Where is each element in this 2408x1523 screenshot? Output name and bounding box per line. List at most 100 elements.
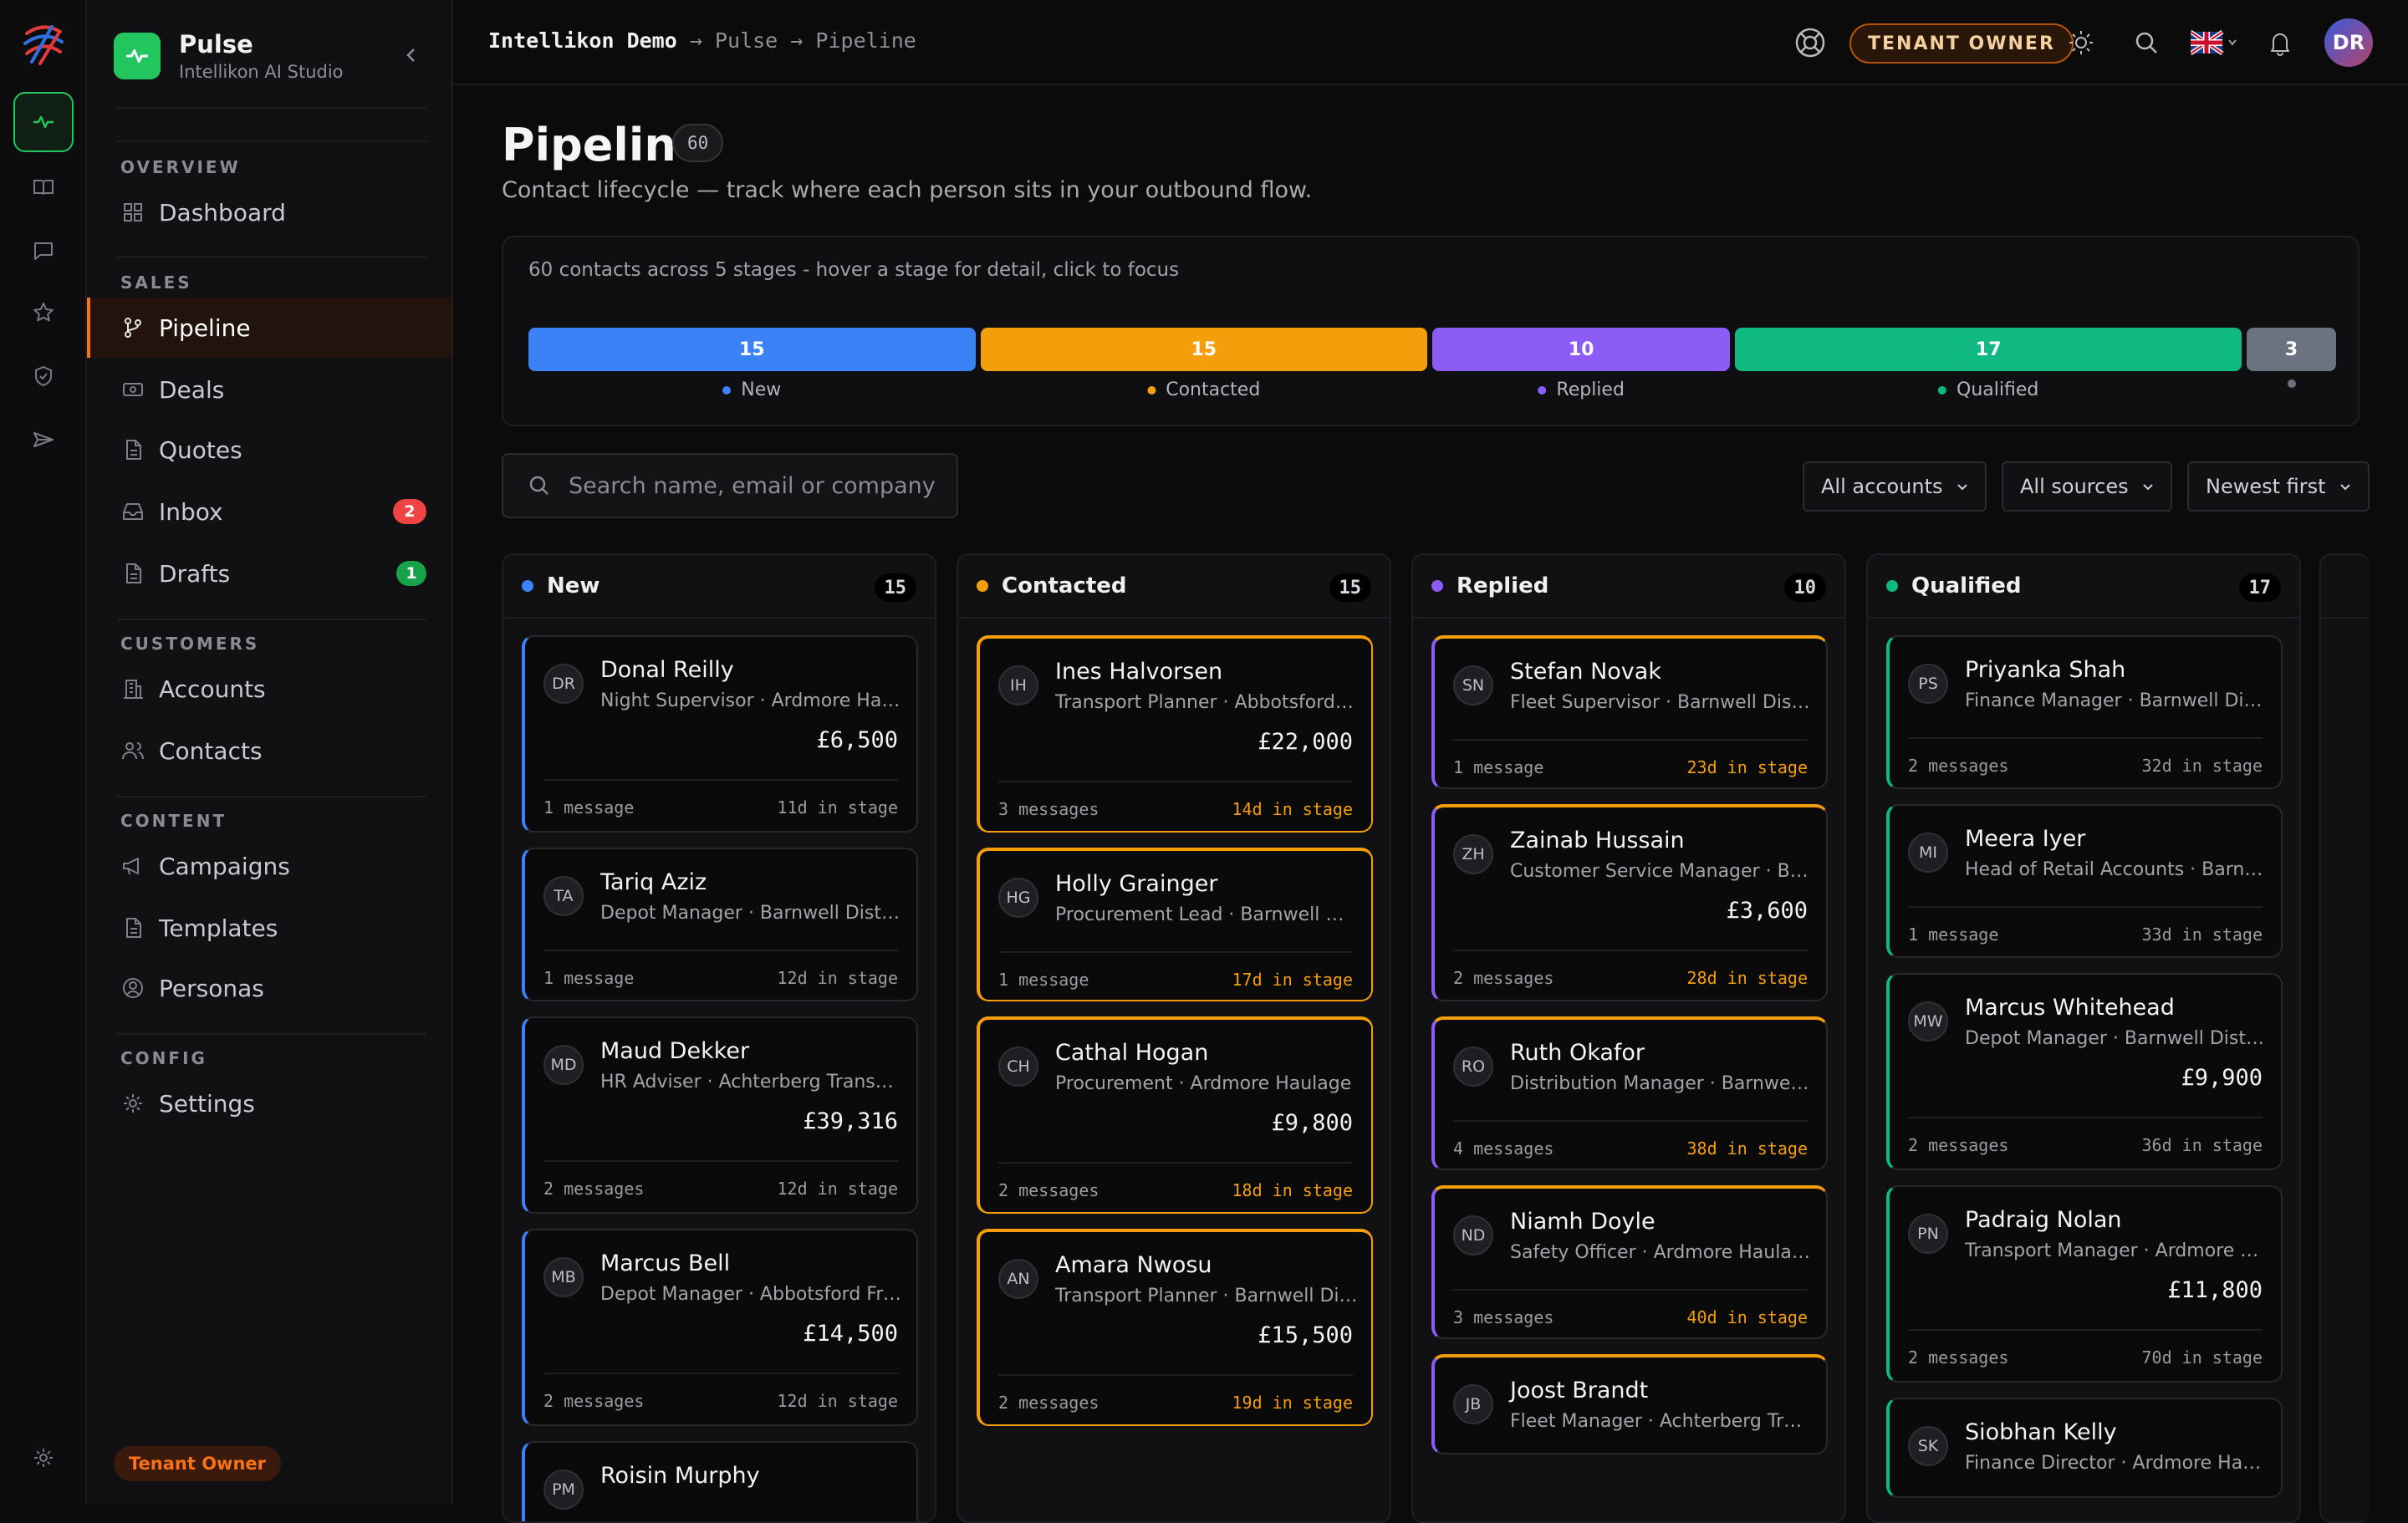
- contact-card[interactable]: MB Marcus Bell Depot Manager · Abbotsford …: [522, 1229, 918, 1426]
- shield-check-icon[interactable]: [13, 346, 74, 406]
- settings-gear-icon[interactable]: [13, 1428, 74, 1488]
- icon-rail: [0, 0, 87, 1505]
- contact-card[interactable]: DR Donal Reilly Night Supervisor · Ardmore…: [522, 635, 918, 833]
- contact-card[interactable]: HG Holly Grainger Procurement Lead · Barnw…: [977, 848, 1373, 1001]
- contact-avatar: PN: [1908, 1214, 1948, 1254]
- contact-card[interactable]: TA Tariq Aziz Depot Manager · Barnwell Dis…: [522, 848, 918, 1001]
- divider: [117, 1033, 426, 1035]
- nav-label: Dashboard: [159, 198, 286, 227]
- language-flag-icon[interactable]: [2191, 30, 2241, 62]
- stage-label-text: Qualified: [1956, 379, 2039, 400]
- contact-card[interactable]: MI Meera Iyer Head of Retail Accounts · Ba…: [1886, 804, 2283, 958]
- contact-card[interactable]: CH Cathal Hogan Procurement · Ardmore Haul…: [977, 1016, 1373, 1214]
- section-sales: SALES: [120, 273, 192, 293]
- pipeline-column-contacted: Contacted 15 IH Ines Halvorsen Transport Pla…: [957, 553, 1391, 1523]
- nav-pipeline[interactable]: Pipeline: [87, 298, 452, 358]
- contact-card[interactable]: SN Stefan Novak Fleet Supervisor · Barnwel…: [1431, 635, 1828, 789]
- bell-icon[interactable]: [2266, 28, 2298, 60]
- contact-card[interactable]: MW Marcus Whitehead Depot Manager · Barnwe…: [1886, 973, 2283, 1170]
- contact-card[interactable]: MD Maud Dekker HR Adviser · Achterberg Tra…: [522, 1016, 918, 1214]
- help-lifebuoy-icon[interactable]: [1794, 27, 1826, 59]
- days-in-stage: 38d in stage: [1686, 1138, 1809, 1159]
- user-avatar[interactable]: DR: [2324, 18, 2373, 67]
- breadcrumb-app[interactable]: Pulse: [714, 28, 778, 53]
- deal-amount: £11,800: [2167, 1277, 2263, 1303]
- sources-filter-dropdown[interactable]: All sources: [2002, 461, 2172, 512]
- contact-name: Joost Brandt: [1510, 1378, 1649, 1403]
- stage-segment[interactable]: 3: [2247, 328, 2336, 371]
- nav-accounts[interactable]: Accounts: [87, 659, 452, 719]
- days-in-stage: 23d in stage: [1686, 757, 1809, 777]
- contact-avatar: MW: [1908, 1001, 1948, 1042]
- contact-role: HR Adviser · Achterberg Transport: [600, 1072, 903, 1093]
- contact-card[interactable]: RO Ruth Okafor Distribution Manager · Barn…: [1431, 1016, 1828, 1170]
- column-count: 15: [874, 573, 916, 602]
- send-icon[interactable]: [13, 410, 74, 470]
- deal-amount: £15,500: [1258, 1322, 1353, 1348]
- contact-card[interactable]: ZH Zainab Hussain Customer Service Manager…: [1431, 804, 1828, 1001]
- intellikon-logo-icon[interactable]: [18, 18, 69, 69]
- contact-card[interactable]: AN Amara Nwosu Transport Planner · Barnwel…: [977, 1229, 1373, 1426]
- pipeline-column-qualified: Qualified 17 PS Priyanka Shah Finance Manage…: [1866, 553, 2301, 1523]
- nav-dashboard[interactable]: Dashboard: [87, 182, 452, 242]
- days-in-stage: 12d in stage: [777, 1391, 899, 1411]
- stage-segment[interactable]: 15: [980, 328, 1427, 371]
- star-icon[interactable]: [13, 283, 74, 343]
- collapse-sidebar-icon[interactable]: [401, 45, 421, 65]
- nav-templates[interactable]: Templates: [87, 898, 452, 958]
- contact-card[interactable]: PM Roisin Murphy: [522, 1441, 918, 1521]
- stage-dot: [1538, 385, 1547, 395]
- nav-campaigns[interactable]: Campaigns: [87, 836, 452, 896]
- pulse-app-icon[interactable]: [13, 92, 74, 152]
- deal-amount: £9,900: [2181, 1065, 2263, 1091]
- stage-dot: [722, 385, 732, 395]
- accounts-filter-dropdown[interactable]: All accounts: [1803, 461, 1987, 512]
- nav-contacts[interactable]: Contacts: [87, 721, 452, 781]
- stage-segment[interactable]: 15: [528, 328, 976, 371]
- days-in-stage: 11d in stage: [777, 797, 899, 818]
- nav-personas[interactable]: Personas: [87, 958, 452, 1018]
- contact-card[interactable]: ND Niamh Doyle Safety Officer · Ardmore Ha…: [1431, 1185, 1828, 1339]
- column-title: New: [547, 573, 600, 599]
- contact-card[interactable]: PS Priyanka Shah Finance Manager · Barnwel…: [1886, 635, 2283, 789]
- search-icon[interactable]: [2132, 28, 2164, 60]
- breadcrumb-tenant[interactable]: Intellikon Demo: [488, 28, 677, 53]
- nav-inbox[interactable]: Inbox 2: [87, 481, 452, 542]
- nav-drafts[interactable]: Drafts 1: [87, 543, 452, 604]
- app-subtitle: Intellikon AI Studio: [179, 62, 344, 82]
- app-brand[interactable]: Pulse Intellikon AI Studio: [114, 30, 344, 82]
- nav-deals[interactable]: Deals: [87, 359, 452, 420]
- contact-card[interactable]: IH Ines Halvorsen Transport Planner · Abbo…: [977, 635, 1373, 833]
- chat-icon[interactable]: [13, 221, 74, 281]
- stage-segment[interactable]: 10: [1432, 328, 1731, 371]
- nav-quotes[interactable]: Quotes: [87, 420, 452, 480]
- contact-name: Meera Iyer: [1965, 826, 2086, 852]
- stage-dot: [522, 580, 533, 592]
- contact-name: Padraig Nolan: [1965, 1207, 2122, 1233]
- pipeline-column-new: New 15 DR Donal Reilly Night Supervisor · Ar…: [502, 553, 936, 1523]
- inbox-count-badge: 2: [393, 499, 426, 524]
- stage-segment[interactable]: 17: [1735, 328, 2242, 371]
- sort-dropdown[interactable]: Newest first: [2187, 461, 2370, 512]
- contact-avatar: IH: [998, 665, 1038, 705]
- nav-settings[interactable]: Settings: [87, 1073, 452, 1133]
- nav-label: Campaigns: [159, 852, 290, 880]
- nav-label: Quotes: [159, 436, 242, 464]
- days-in-stage: 28d in stage: [1686, 968, 1809, 988]
- book-icon[interactable]: [13, 157, 74, 217]
- contact-role: Customer Service Manager · Barnwell Dist…: [1510, 861, 1813, 882]
- contact-card[interactable]: JB Joost Brandt Fleet Manager · Achterberg…: [1431, 1354, 1828, 1454]
- contact-avatar: ZH: [1453, 834, 1493, 874]
- contact-card[interactable]: SK Siobhan Kelly Finance Director · Ardmor…: [1886, 1398, 2283, 1498]
- section-content: CONTENT: [120, 811, 227, 831]
- theme-sun-icon[interactable]: [2067, 28, 2099, 60]
- contact-card[interactable]: PN Padraig Nolan Transport Manager · Ardmo…: [1886, 1185, 2283, 1383]
- column-header: Replied 10: [1413, 555, 1844, 619]
- stage-dot: [1886, 580, 1898, 592]
- summary-text: 60 contacts across 5 stages - hover a st…: [528, 259, 1180, 281]
- search-input[interactable]: Search name, email or company: [502, 453, 958, 518]
- user-circle-icon: [123, 978, 143, 998]
- column-title: Contacted: [1002, 573, 1127, 599]
- stage-label: Contacted: [1147, 379, 1260, 400]
- deal-amount: £39,316: [803, 1108, 898, 1134]
